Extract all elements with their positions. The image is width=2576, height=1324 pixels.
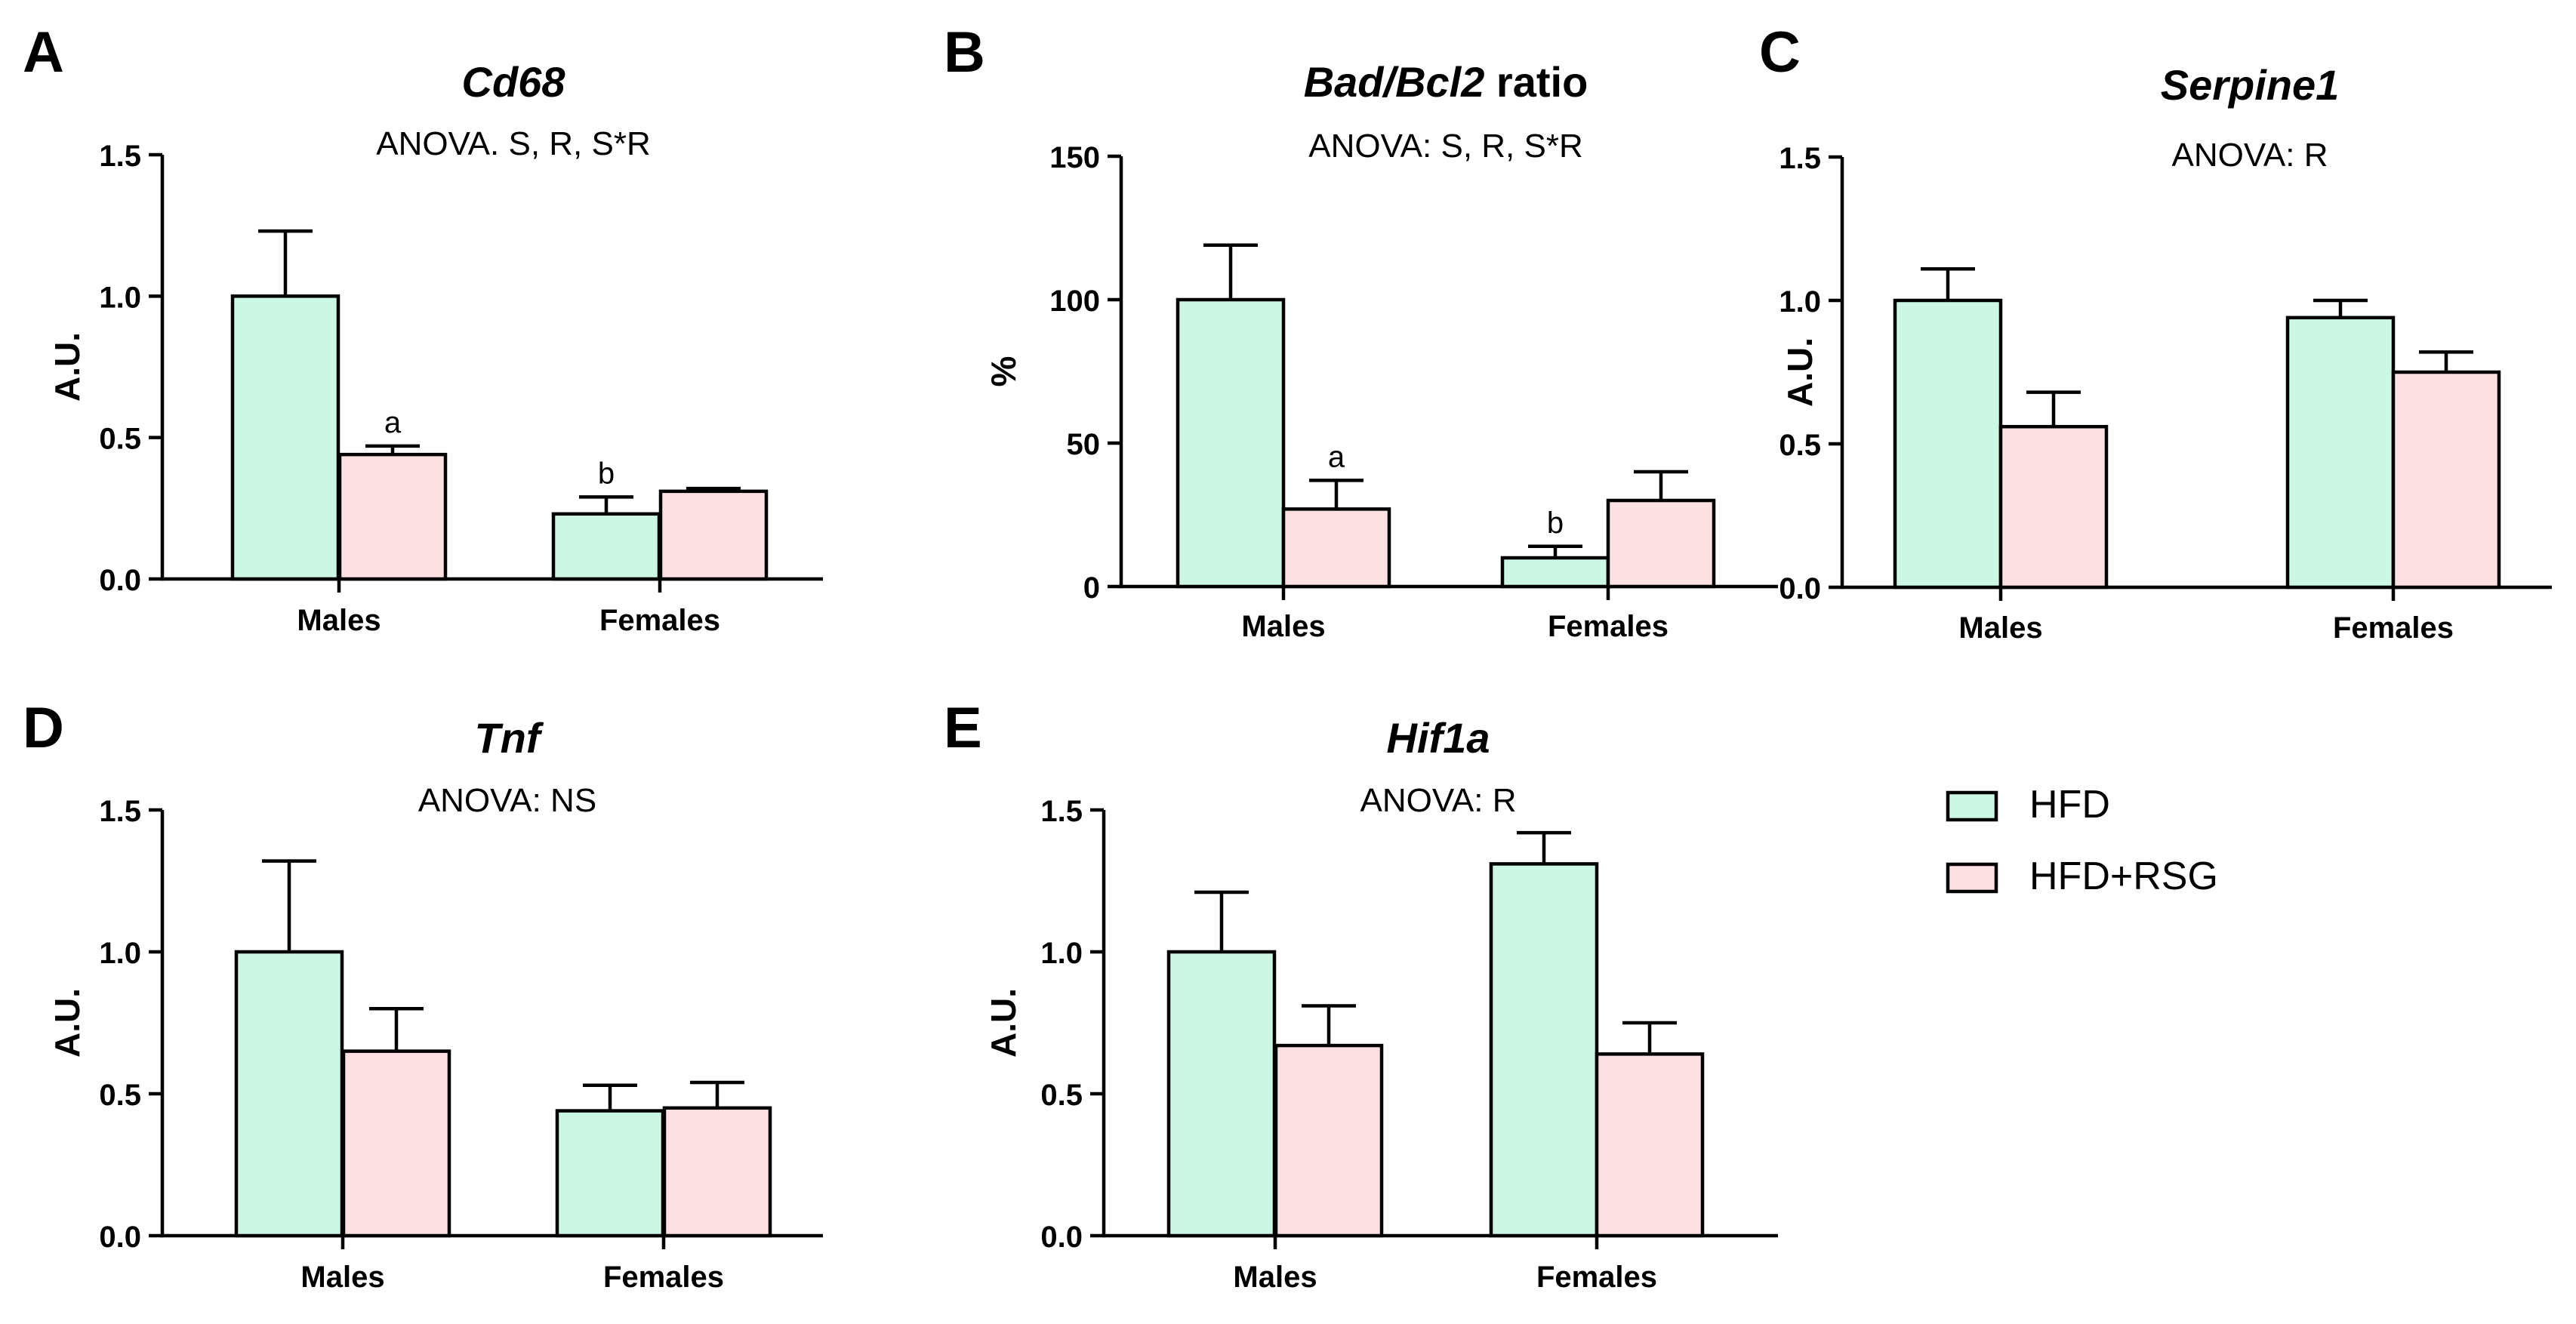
y-axis-label: A.U. [1780,337,1820,407]
x-tick-label: Females [1548,610,1669,643]
x-tick-label: Males [1233,1261,1317,1294]
bar-hfd-rsg-males [1281,507,1391,589]
bar-hfd-rsg-males [337,452,448,581]
panel-b: B Bad/Bcl2 ratio ANOVA: S, R, S*R% 0 50 100 15… [944,20,1778,643]
x-tick-label: Females [2333,611,2454,645]
panel-letter-e: E [944,696,982,760]
x-tick-label: Females [603,1261,724,1294]
y-axis-label: A.U. [48,988,87,1058]
y-tick-label: 100 [1049,285,1100,318]
y-tick-label: 0.5 [99,1079,141,1112]
panel-letter-d: D [23,696,64,760]
bar-hfd-males [1166,950,1277,1238]
bar-hfd-females [555,1109,665,1238]
bar-hfd-females [1489,862,1599,1238]
bar-hfd-rsg-females [1606,498,1716,589]
chart-title: Tnf [474,714,544,762]
panel-e: E Hif1a ANOVA: R A.U. 0.0 0.5 1.0 1.5 Males Femal… [944,696,1778,1294]
bar-hfd-rsg-females [662,1106,772,1238]
bar-hfd-rsg-males [1998,424,2109,590]
y-tick-label: 0.5 [1779,429,1821,462]
chart-title: Bad/Bcl2 ratio [1304,58,1588,106]
title-part: Hif1a [1387,714,1490,762]
y-tick-label: 1.0 [1779,285,1821,319]
chart-subtitle: ANOVA: S, R, S*R [1308,128,1583,165]
y-axis-label: % [984,356,1023,387]
y-tick-label: 1.5 [99,795,141,828]
x-tick-label: Males [300,1261,384,1294]
chart-title: Serpine1 [2161,61,2340,109]
y-axis-label: A.U. [984,988,1023,1058]
legend-swatch-hfd [1946,790,1998,822]
bar-hfd-females [2285,316,2396,590]
x-tick-label: Males [1958,611,2042,645]
significance-label: a [384,406,402,439]
legend-label: HFD [2029,783,2110,827]
title-part: Serpine1 [2161,61,2340,109]
panel-letter-a: A [23,20,64,85]
bar-hfd-rsg-females [658,489,769,581]
chart-title: Hif1a [1387,714,1490,762]
y-tick-label: 1.5 [99,140,141,173]
panel-d: D Tnf ANOVA: NS A.U. 0.0 0.5 1.0 1.5 Males Female… [23,696,823,1294]
y-tick-label: 0.0 [1779,572,1821,605]
y-axis-label: A.U. [48,332,87,402]
panel-c: C Serpine1 ANOVA: R A.U. 0.0 0.5 1.0 1.5 Males Fe… [1759,20,2552,645]
chart-title: Cd68 [462,58,566,106]
chart-subtitle: ANOVA: R [1360,782,1516,819]
legend-label: HFD+RSG [2029,854,2218,898]
y-tick-label: 50 [1067,428,1101,461]
x-tick-label: Females [1536,1261,1657,1294]
bar-hfd-males [234,950,344,1238]
y-tick-label: 1.0 [99,281,141,314]
legend: HFD HFD+RSG [1946,783,2218,898]
y-tick-label: 150 [1049,141,1100,174]
y-tick-label: 0.5 [99,423,141,456]
bar-hfd-rsg-females [2391,370,2501,590]
bar-hfd-males [1893,298,2003,590]
chart-subtitle: ANOVA: R [2171,137,2328,174]
y-tick-label: 0 [1083,571,1100,605]
bar-hfd-rsg-females [1595,1052,1705,1238]
significance-label: b [1547,507,1564,540]
title-part: Tnf [474,714,544,762]
y-tick-label: 1.5 [1040,795,1083,828]
chart-subtitle: ANOVA: NS [418,782,596,819]
y-tick-label: 1.0 [99,937,141,970]
bar-hfd-females [551,512,661,581]
bar-hfd-rsg-males [1274,1043,1384,1238]
bar-hfd-males [230,294,340,581]
x-tick-label: Females [599,604,720,637]
bar-hfd-females [1500,556,1610,589]
panel-letter-c: C [1759,20,1801,85]
significance-label: a [1328,440,1345,473]
significance-label: b [598,457,615,490]
x-tick-label: Males [1241,610,1325,643]
chart-subtitle: ANOVA. S, R, S*R [376,125,651,162]
y-tick-label: 0.0 [1040,1221,1083,1254]
title-part: Cd68 [462,58,566,106]
bar-hfd-males [1176,297,1286,589]
panel-a: A Cd68 ANOVA. S, R, S*R A.U. 0.0 0.5 1.0 1.5 Mal… [23,20,823,637]
y-tick-label: 0.0 [99,1221,141,1254]
y-tick-label: 0.0 [99,564,141,597]
legend-swatch-hfd-rsg [1946,862,1998,894]
y-tick-label: 0.5 [1040,1079,1083,1112]
y-tick-label: 1.0 [1040,937,1083,970]
bar-hfd-rsg-males [341,1049,451,1238]
x-tick-label: Males [297,604,381,637]
title-part: Bad/Bcl2 [1304,58,1485,106]
y-tick-label: 1.5 [1779,142,1821,175]
title-part: ratio [1484,58,1588,106]
panel-letter-b: B [944,20,985,85]
